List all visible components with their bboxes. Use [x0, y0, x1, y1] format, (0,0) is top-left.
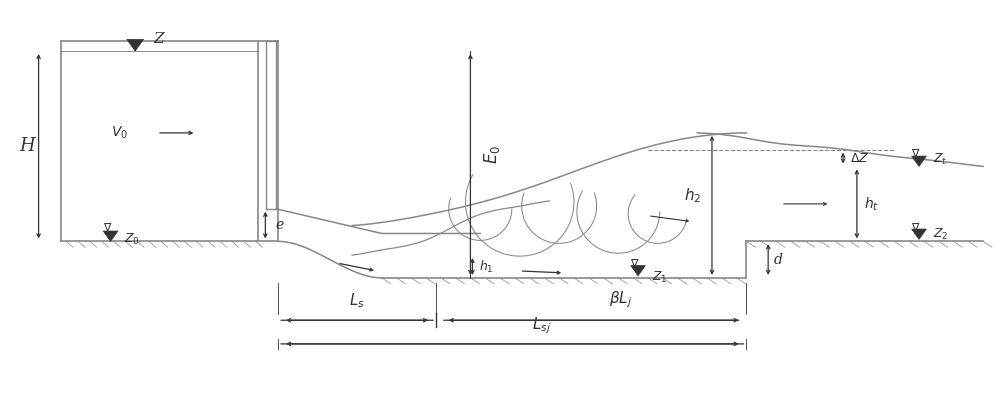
Text: $\nabla$: $\nabla$: [911, 147, 921, 158]
Text: d: d: [774, 253, 783, 267]
Polygon shape: [912, 156, 926, 166]
Polygon shape: [103, 231, 118, 242]
Text: $\nabla$: $\nabla$: [103, 221, 112, 234]
Text: $Z_t$: $Z_t$: [933, 152, 947, 167]
Text: $h_t$: $h_t$: [864, 195, 879, 213]
Polygon shape: [912, 229, 926, 240]
Text: $L_s$: $L_s$: [349, 292, 365, 310]
Text: H: H: [19, 137, 35, 155]
Text: $h_2$: $h_2$: [684, 186, 702, 205]
Text: $Z_2$: $Z_2$: [933, 227, 948, 242]
Text: $V_0$: $V_0$: [111, 125, 128, 141]
Text: $\Delta Z$: $\Delta Z$: [850, 152, 869, 165]
Text: $\nabla$: $\nabla$: [911, 221, 921, 234]
Polygon shape: [127, 39, 144, 51]
Text: $Z_1$: $Z_1$: [652, 270, 667, 285]
Text: $Z_0$: $Z_0$: [124, 232, 140, 247]
Text: $\beta L_j$: $\beta L_j$: [609, 290, 632, 310]
Text: $E_0$: $E_0$: [482, 145, 502, 164]
Text: Z: Z: [153, 32, 164, 46]
Text: $\nabla$: $\nabla$: [630, 257, 640, 269]
Text: $h_1$: $h_1$: [479, 258, 494, 275]
Polygon shape: [631, 266, 645, 276]
Text: $L_{sj}$: $L_{sj}$: [532, 316, 551, 336]
Text: e: e: [275, 218, 283, 232]
